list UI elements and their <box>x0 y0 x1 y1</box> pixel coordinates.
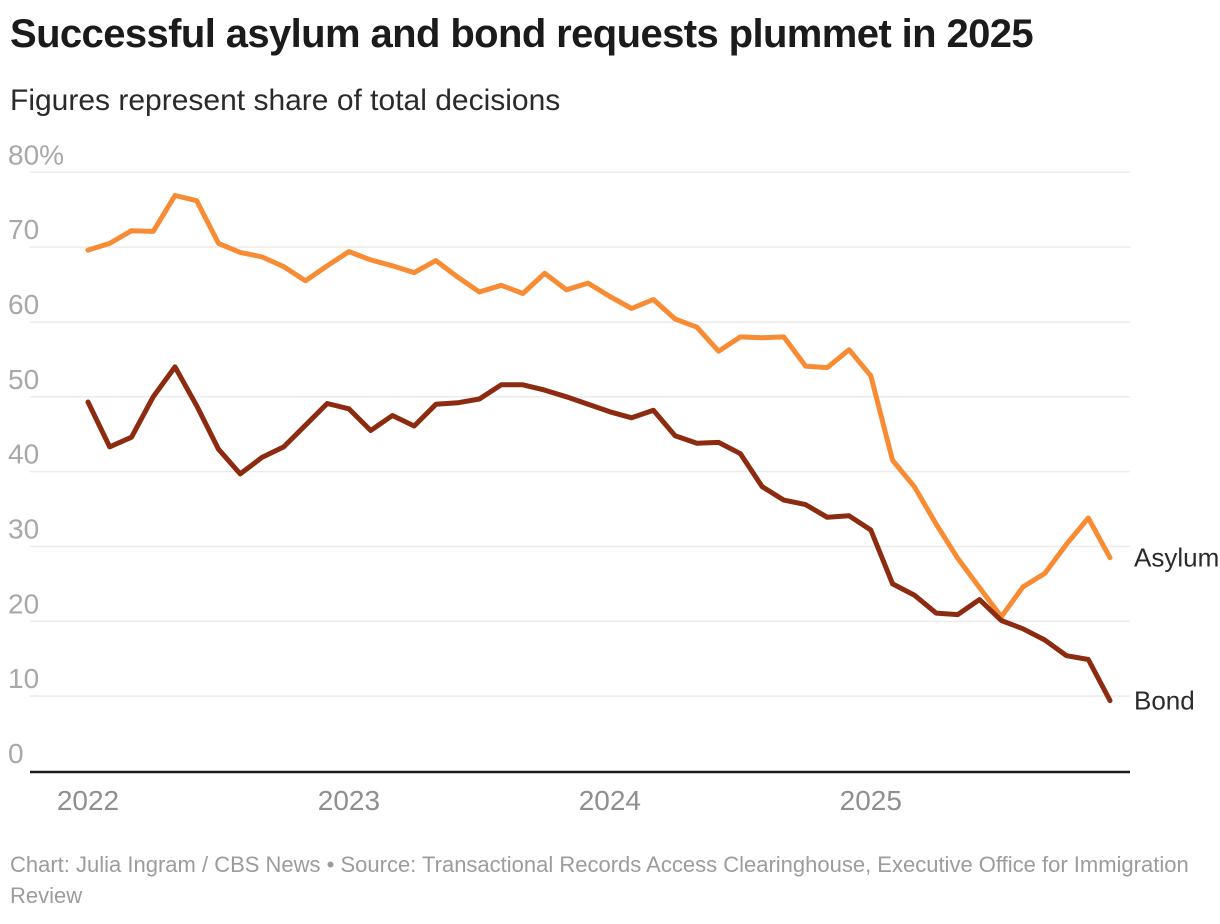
y-axis-tick-label: 0 <box>8 738 24 769</box>
y-axis-tick-label: 10 <box>8 663 39 694</box>
y-axis-tick-label: 30 <box>8 513 39 544</box>
chart-subtitle: Figures represent share of total decisio… <box>10 84 561 117</box>
y-axis-tick-label: 70 <box>8 214 39 245</box>
y-axis-tick-label: 20 <box>8 588 39 619</box>
series-line-bond <box>85 364 1113 704</box>
y-axis-tick-label: 50 <box>8 364 39 395</box>
series-label-bond: Bond <box>1134 686 1195 716</box>
series-label-asylum: Asylum <box>1134 543 1219 573</box>
x-axis-tick-label: 2022 <box>57 785 119 816</box>
series-line-asylum <box>85 193 1113 620</box>
x-axis-tick-label: 2024 <box>579 785 641 816</box>
chart-credit-source: Chart: Julia Ingram / CBS News • Source:… <box>10 852 1189 908</box>
x-axis-tick-label: 2023 <box>318 785 380 816</box>
chart-title: Successful asylum and bond requests plum… <box>10 12 1034 56</box>
y-axis-tick-label: 60 <box>8 289 39 320</box>
x-axis-tick-label: 2025 <box>840 785 902 816</box>
y-axis-tick-label: 40 <box>8 439 39 470</box>
y-axis-tick-label: 80% <box>8 139 64 170</box>
